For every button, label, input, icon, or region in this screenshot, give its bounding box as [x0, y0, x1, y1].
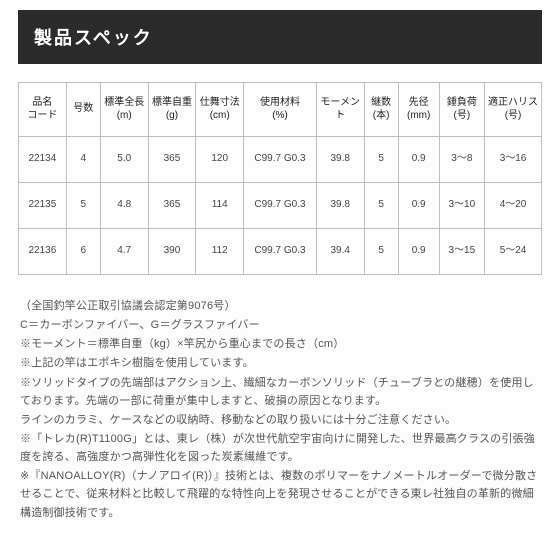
note-line: （全国釣竿公正取引協議会認定第9076号）	[20, 297, 540, 315]
table-cell: 39.8	[316, 137, 364, 183]
table-cell: 4.8	[100, 183, 148, 229]
table-cell: 22134	[19, 137, 67, 183]
note-line: ※モーメント＝標準自重（kg）×竿尻から重心までの長さ（cm）	[20, 335, 540, 353]
table-cell: 120	[196, 137, 244, 183]
table-cell: 6	[66, 229, 100, 275]
table-cell: 22136	[19, 229, 67, 275]
table-cell: 4	[66, 137, 100, 183]
table-header-cell: 継数(本)	[364, 83, 398, 137]
note-line: ※上記の竿はエポキシ樹脂を使用しています。	[20, 354, 540, 372]
table-cell: 39.8	[316, 183, 364, 229]
table-row: 2213554.8365114C99.7 G0.339.850.93～104～2…	[19, 183, 542, 229]
table-header-cell: 仕舞寸法(cm)	[196, 83, 244, 137]
note-line: ※『NANOALLOY(R)（ナノアロイ(R)）』技術とは、複数のポリマーをナノ…	[20, 467, 540, 521]
table-header-cell: 品名コード	[19, 83, 67, 137]
table-cell: 390	[148, 229, 196, 275]
table-cell: 114	[196, 183, 244, 229]
notes-block: （全国釣竿公正取引協議会認定第9076号）C＝カーボンファイバー、G＝グラスファ…	[18, 297, 542, 522]
table-cell: 39.4	[316, 229, 364, 275]
table-header-cell: 標準全長(m)	[100, 83, 148, 137]
table-header-cell: 適正ハリス(号)	[485, 83, 542, 137]
table-header-cell: 標準自重(g)	[148, 83, 196, 137]
table-cell: 5	[66, 183, 100, 229]
table-cell: 3～15	[439, 229, 484, 275]
table-cell: 5～24	[485, 229, 542, 275]
note-line: C＝カーボンファイバー、G＝グラスファイバー	[20, 316, 540, 334]
table-cell: 3～8	[439, 137, 484, 183]
table-cell: 4.7	[100, 229, 148, 275]
table-cell: 365	[148, 183, 196, 229]
table-cell: 112	[196, 229, 244, 275]
table-header-cell: 錘負荷(号)	[439, 83, 484, 137]
table-cell: 3～10	[439, 183, 484, 229]
table-cell: 5	[364, 183, 398, 229]
note-line: ※「トレカ(R)T1100G」とは、東レ（株）が次世代航空宇宙向けに開発した、世…	[20, 430, 540, 466]
table-cell: 5	[364, 137, 398, 183]
table-cell: 5.0	[100, 137, 148, 183]
table-cell: 3～16	[485, 137, 542, 183]
spec-table: 品名コード号数標準全長(m)標準自重(g)仕舞寸法(cm)使用材料(%)モーメン…	[18, 82, 542, 275]
table-body: 2213445.0365120C99.7 G0.339.850.93～83～16…	[19, 137, 542, 275]
table-row: 2213445.0365120C99.7 G0.339.850.93～83～16	[19, 137, 542, 183]
table-cell: 0.9	[398, 183, 439, 229]
table-header-cell: 先径(mm)	[398, 83, 439, 137]
table-header-cell: 使用材料(%)	[244, 83, 317, 137]
table-cell: C99.7 G0.3	[244, 137, 317, 183]
table-cell: C99.7 G0.3	[244, 229, 317, 275]
table-header-row: 品名コード号数標準全長(m)標準自重(g)仕舞寸法(cm)使用材料(%)モーメン…	[19, 83, 542, 137]
table-cell: 4～20	[485, 183, 542, 229]
note-line: ※ソリッドタイプの先端部はアクション上、繊細なカーボンソリッド（チューブラとの継…	[20, 374, 540, 410]
table-header-cell: 号数	[66, 83, 100, 137]
table-row: 2213664.7390112C99.7 G0.339.450.93～155～2…	[19, 229, 542, 275]
table-cell: 22135	[19, 183, 67, 229]
table-cell: C99.7 G0.3	[244, 183, 317, 229]
table-cell: 0.9	[398, 137, 439, 183]
section-title: 製品スペック	[18, 10, 542, 64]
table-header-cell: モーメント	[316, 83, 364, 137]
table-cell: 5	[364, 229, 398, 275]
table-cell: 365	[148, 137, 196, 183]
note-line: ラインのカラミ、ケースなどの収納時、移動などの取り扱いには十分ご注意ください。	[20, 411, 540, 429]
table-cell: 0.9	[398, 229, 439, 275]
